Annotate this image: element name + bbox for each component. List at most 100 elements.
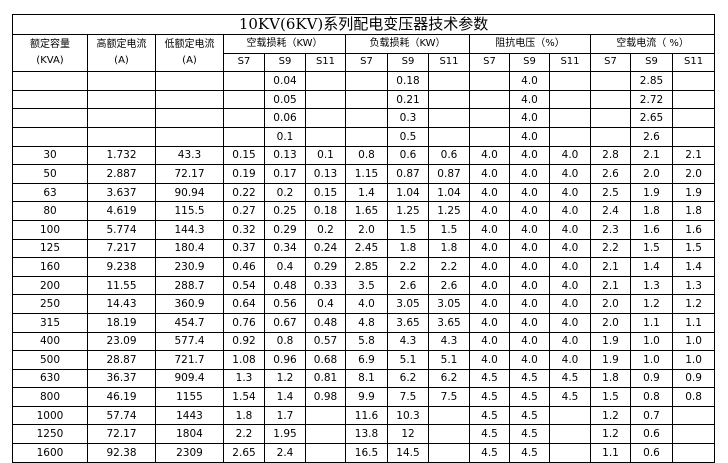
table-cell: 2.2 [387,257,429,277]
table-cell: 1.3 [223,368,265,389]
table-cell [223,89,265,110]
table-cell: 1.6 [630,219,673,240]
table-cell: 9.238 [87,257,156,277]
table-cell: 5.1 [387,350,429,370]
table-cell: 1.1 [590,443,631,463]
table-cell [590,108,631,128]
table-cell: 1.4 [671,257,716,277]
table-cell [345,126,388,147]
table-cell: 4.3 [387,331,429,352]
table-cell [345,108,388,128]
table-cell [223,108,265,128]
table-cell [305,424,346,445]
table-cell [155,71,224,91]
table-cell: 0.3 [387,108,429,128]
table-cell: 0.8 [630,387,673,407]
table-cell: 0.64 [223,294,265,314]
table-cell: 0.87 [387,164,429,184]
table-cell: 1.2 [671,294,716,314]
table-cell [305,405,346,426]
table-cell: 4.5 [549,368,591,389]
table-cell: 0.21 [387,89,429,110]
table-cell: 0.1 [305,145,346,166]
table-cell: 0.04 [264,71,306,91]
table-cell: 72.17 [155,164,224,184]
table-cell: 3.5 [345,275,388,296]
table-cell [549,108,591,128]
table-cell: 4.0 [469,350,510,370]
sub-header-s11: S11 [671,52,716,73]
table-row: 500 28.87 721.7 1.08 0.96 0.68 6.9 5.1 5.1 4.0 4.0… [12,350,716,370]
table-cell: 9.9 [345,387,388,407]
table-cell: 0.9 [671,368,716,389]
table-cell: 4.5 [509,424,550,445]
table-cell: 4.0 [549,182,591,203]
table-cell: 0.48 [264,275,306,296]
table-cell: 2.45 [345,238,388,259]
table-cell [305,108,346,128]
table-cell: 80 [12,201,88,221]
header-capacity-unit: (KVA) [36,55,64,67]
table-cell: 0.15 [305,182,346,203]
header-capacity: 额定容量 (KVA) [12,33,88,73]
table-cell: 28.87 [87,350,156,370]
table-cell: 4.0 [509,89,550,110]
table-body: 0.04 0.18 4.0 2.85 0.05 0.21 4.0 2.72 0.06 0.3 4.0… [12,71,716,463]
table-cell: 14.43 [87,294,156,314]
table-cell [87,126,156,147]
table-cell: 1.5 [428,219,470,240]
table-cell: 0.57 [305,331,346,352]
table-cell: 4.0 [549,164,591,184]
table-cell: 0.46 [223,257,265,277]
table-cell [549,443,591,463]
table-cell: 0.67 [264,312,306,333]
table-cell [671,443,716,463]
table-cell [345,89,388,110]
table-cell: 90.94 [155,182,224,203]
table-cell: 0.29 [305,257,346,277]
table-cell: 0.56 [264,294,306,314]
table-cell: 4.0 [469,294,510,314]
table-cell: 315 [12,312,88,333]
table-cell [428,89,470,110]
table-cell: 400 [12,331,88,352]
table-cell: 4.0 [549,275,591,296]
table-cell [223,71,265,91]
table-cell: 4.5 [549,387,591,407]
header-no-load-loss: 空载损耗（KW） [223,34,346,54]
table-cell: 1.0 [671,331,716,352]
table-cell: 4.0 [469,257,510,277]
table-cell: 2.65 [630,108,673,128]
table-cell: 1.5 [671,238,716,259]
table-cell: 4.5 [509,387,550,407]
table-cell: 1.04 [428,182,470,203]
table-cell: 12 [387,424,429,445]
table-row: 1000 57.74 1443 1.8 1.7 11.6 10.3 4.5 4.5 1.2 0.7 [12,405,716,426]
table-cell: 5.8 [345,331,388,352]
table-cell: 4.8 [345,312,388,333]
table-cell: 2.0 [345,219,388,240]
table-cell: 4.0 [549,294,591,314]
table-cell: 4.0 [509,312,550,333]
table-cell: 800 [12,387,88,407]
table-cell: 4.0 [549,331,591,352]
table-cell: 2.0 [630,164,673,184]
table-cell: 0.81 [305,368,346,389]
table-cell: 2.6 [630,126,673,147]
table-cell: 721.7 [155,350,224,370]
table-cell: 2.2 [590,238,631,259]
table-cell: 11.6 [345,405,388,426]
table-cell: 0.4 [305,294,346,314]
header-load-loss: 负载损耗（KW） [345,34,470,54]
table-cell: 0.54 [223,275,265,296]
table-cell [223,126,265,147]
table-cell: 4.0 [509,145,550,166]
table-cell: 0.6 [387,145,429,166]
table-cell [671,405,716,426]
transformer-spec-table: 10KV(6KV)系列配电变压器技术参数 额定容量 (KVA) 高额定电流 (A) … [11,14,716,463]
table-cell: 1.1 [630,312,673,333]
table-cell: 4.0 [469,201,510,221]
table-row: 400 23.09 577.4 0.92 0.8 0.57 5.8 4.3 4.3 4.0 4.0 4… [12,331,716,352]
table-cell: 0.13 [264,145,306,166]
table-cell: 0.18 [387,71,429,91]
